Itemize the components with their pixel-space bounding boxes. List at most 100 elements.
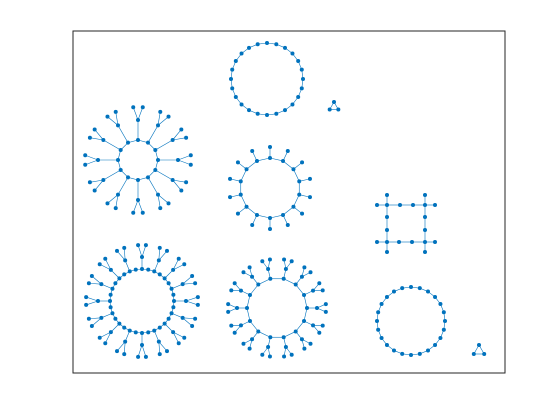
cycle-node <box>162 276 167 281</box>
cycle-node <box>265 113 269 117</box>
cycle-node <box>283 45 287 50</box>
cycle-node <box>417 286 422 291</box>
leaf-node <box>229 288 234 293</box>
branch-node <box>375 240 379 244</box>
branch-node <box>375 203 379 207</box>
axes-box <box>72 30 506 374</box>
leaf-node <box>83 153 88 158</box>
leaf-edge <box>172 137 187 141</box>
leaf-node <box>195 295 200 300</box>
cycle-node <box>376 310 381 315</box>
cycle-node <box>238 192 243 197</box>
cycle-node <box>290 51 295 56</box>
cycle-node <box>397 240 401 244</box>
branch-node <box>108 267 113 272</box>
leaf-node <box>131 105 136 110</box>
branch-node <box>238 323 243 328</box>
cycle-node <box>140 267 144 271</box>
cycle-node <box>297 192 302 197</box>
branch-node <box>140 343 144 347</box>
cycle-node <box>375 319 379 323</box>
leaf-edge <box>172 179 182 191</box>
cycle-edge <box>283 278 296 285</box>
leaf-node <box>188 162 193 167</box>
leaf-edge <box>177 154 191 161</box>
cycle-node <box>247 45 251 50</box>
leaf-edge <box>137 245 143 258</box>
cycle-node <box>256 329 261 334</box>
cycle-node <box>157 272 162 277</box>
cycle-node <box>268 216 272 220</box>
leaf-node <box>105 201 110 206</box>
cycle-node <box>411 203 415 207</box>
branch-node <box>156 192 160 197</box>
graph-nodes <box>83 41 487 359</box>
leaf-edge <box>158 247 161 261</box>
leaf-node <box>308 341 313 346</box>
leaf-node <box>193 281 198 286</box>
leaf-node <box>131 210 136 215</box>
cycle-edge <box>249 284 259 296</box>
branch-node <box>180 282 185 287</box>
cycle-edge <box>283 331 296 338</box>
branch-node <box>266 267 271 272</box>
leaf-node <box>113 206 118 211</box>
leaf-node <box>226 302 231 307</box>
cycle-node <box>433 343 438 348</box>
cycle-node <box>301 77 305 81</box>
leaf-node <box>97 335 102 340</box>
branch-node <box>285 222 290 227</box>
leaf-edge <box>182 317 193 327</box>
cycle-node <box>299 67 304 72</box>
leaf-node <box>289 352 294 357</box>
cycle-node <box>302 292 307 297</box>
leaf-node <box>89 323 94 328</box>
leaf-node <box>232 330 237 335</box>
leaf-edge <box>94 129 104 141</box>
cycle-node <box>162 321 167 326</box>
cycle-node <box>244 204 249 209</box>
branch-node <box>299 337 304 342</box>
leaf-edge <box>107 116 119 126</box>
leaf-node <box>157 352 162 357</box>
leaf-edge <box>185 300 198 306</box>
cycle-node <box>398 203 402 207</box>
cycle-node <box>423 203 427 207</box>
leaf-node <box>92 188 97 193</box>
branch-edge <box>164 269 174 279</box>
cycle-node <box>477 343 481 347</box>
leaf-node <box>184 135 189 140</box>
leaf-node <box>179 127 184 132</box>
cycle-node <box>385 240 389 244</box>
leaf-node <box>193 316 198 321</box>
leaf-node <box>87 135 92 140</box>
cycle-node <box>238 179 243 184</box>
leaf-edge <box>86 300 99 306</box>
cycle-edge <box>269 157 284 162</box>
branch-node <box>171 330 176 335</box>
cycle-node <box>152 328 157 333</box>
cycle-node <box>293 282 298 287</box>
leaf-node <box>158 206 163 211</box>
leaf-edge <box>157 111 161 126</box>
cycle-node <box>157 325 162 330</box>
leaf-node <box>105 114 110 119</box>
leaf-edge <box>94 179 104 191</box>
leaf-node <box>260 352 265 357</box>
branch-node <box>116 192 120 197</box>
cycle-node <box>146 140 150 145</box>
branch-node <box>433 240 437 244</box>
cycle-edge <box>258 278 271 285</box>
leaf-node <box>232 281 237 286</box>
cycle-edge <box>246 160 258 170</box>
leaf-edge <box>141 245 147 258</box>
leaf-edge <box>116 341 126 352</box>
branch-node <box>307 176 312 181</box>
cycle-node <box>127 328 132 333</box>
leaf-node <box>115 349 120 354</box>
branch-node <box>283 267 288 272</box>
cycle-node <box>153 148 158 152</box>
cycle-node <box>256 282 261 287</box>
branch-node <box>238 288 243 293</box>
